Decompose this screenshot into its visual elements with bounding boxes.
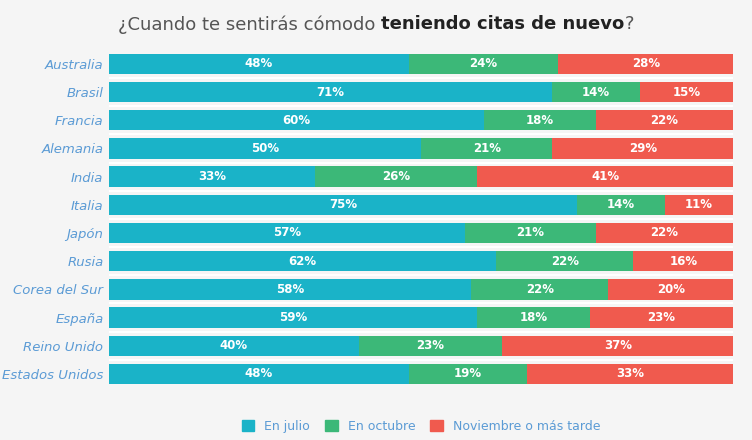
Bar xyxy=(109,364,408,384)
Text: 22%: 22% xyxy=(650,227,678,239)
Text: 22%: 22% xyxy=(550,255,579,268)
Text: 29%: 29% xyxy=(629,142,656,155)
Bar xyxy=(109,54,408,74)
Bar xyxy=(109,336,359,356)
Bar xyxy=(109,251,496,271)
Text: 75%: 75% xyxy=(329,198,357,211)
Text: 23%: 23% xyxy=(647,311,675,324)
Text: 22%: 22% xyxy=(526,283,553,296)
Bar xyxy=(596,110,733,130)
Text: ?: ? xyxy=(624,15,634,33)
Bar xyxy=(109,194,578,215)
Text: 33%: 33% xyxy=(616,367,644,381)
Bar xyxy=(471,279,608,300)
Bar xyxy=(359,336,502,356)
Text: 26%: 26% xyxy=(382,170,411,183)
Bar xyxy=(478,308,590,328)
Bar xyxy=(633,251,733,271)
Bar xyxy=(109,82,552,102)
Bar xyxy=(109,110,484,130)
Bar xyxy=(578,194,665,215)
Bar xyxy=(408,364,527,384)
Text: 62%: 62% xyxy=(289,255,317,268)
Text: 37%: 37% xyxy=(604,339,632,352)
Bar xyxy=(109,308,478,328)
Text: 14%: 14% xyxy=(607,198,635,211)
Text: 19%: 19% xyxy=(454,367,482,381)
Bar xyxy=(559,54,733,74)
Bar xyxy=(478,166,733,187)
Bar xyxy=(408,54,559,74)
Text: 18%: 18% xyxy=(520,311,547,324)
Text: 18%: 18% xyxy=(526,114,553,127)
Text: 21%: 21% xyxy=(517,227,544,239)
Bar xyxy=(639,82,733,102)
Legend: En julio, En octubre, Noviembre o más tarde: En julio, En octubre, Noviembre o más ta… xyxy=(237,415,605,438)
Text: 40%: 40% xyxy=(220,339,248,352)
Bar xyxy=(552,138,733,158)
Text: 48%: 48% xyxy=(244,367,273,381)
Text: 21%: 21% xyxy=(473,142,501,155)
Text: 20%: 20% xyxy=(656,283,685,296)
Text: 59%: 59% xyxy=(279,311,308,324)
Bar xyxy=(596,223,733,243)
Bar xyxy=(421,138,552,158)
Text: 41%: 41% xyxy=(591,170,620,183)
Text: 58%: 58% xyxy=(276,283,304,296)
Bar xyxy=(496,251,633,271)
Text: 11%: 11% xyxy=(685,198,713,211)
Text: 50%: 50% xyxy=(251,142,279,155)
Bar xyxy=(465,223,596,243)
Bar xyxy=(109,223,465,243)
Bar xyxy=(590,308,733,328)
Text: 14%: 14% xyxy=(582,86,610,99)
Bar xyxy=(665,194,733,215)
Text: 48%: 48% xyxy=(244,57,273,70)
Text: 33%: 33% xyxy=(198,170,226,183)
Text: 23%: 23% xyxy=(417,339,444,352)
Text: 28%: 28% xyxy=(632,57,660,70)
Bar xyxy=(552,82,639,102)
Text: 24%: 24% xyxy=(469,57,498,70)
Bar xyxy=(109,166,315,187)
Bar xyxy=(109,279,471,300)
Text: 60%: 60% xyxy=(282,114,311,127)
Bar xyxy=(109,138,421,158)
Bar xyxy=(502,336,733,356)
Text: 22%: 22% xyxy=(650,114,678,127)
Text: 71%: 71% xyxy=(317,86,344,99)
Bar xyxy=(484,110,596,130)
Text: 15%: 15% xyxy=(672,86,700,99)
Text: 57%: 57% xyxy=(273,227,301,239)
Bar xyxy=(527,364,733,384)
Text: 16%: 16% xyxy=(669,255,697,268)
Text: ¿Cuando te sentirás cómodo: ¿Cuando te sentirás cómodo xyxy=(118,15,381,34)
Bar xyxy=(608,279,733,300)
Bar xyxy=(315,166,478,187)
Text: teniendo citas de nuevo: teniendo citas de nuevo xyxy=(381,15,624,33)
